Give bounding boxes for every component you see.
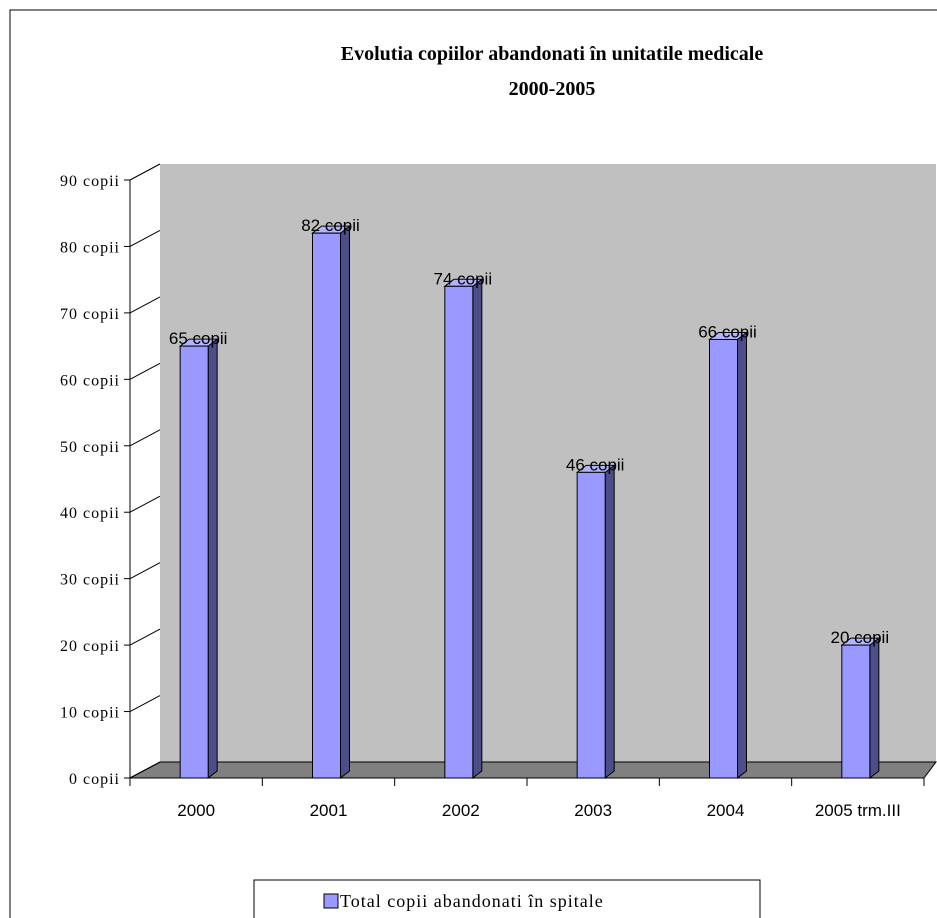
bar-side (869, 637, 880, 780)
data-label: 20 copii (831, 628, 890, 647)
y-tick-depth-line (129, 695, 161, 712)
y-tick-depth-line (129, 495, 161, 513)
floor (129, 761, 937, 779)
y-tick-depth-line (129, 230, 161, 247)
bar (444, 285, 474, 779)
y-tick-label: 70 copii (60, 306, 120, 323)
bar (709, 338, 738, 779)
data-label: 82 copii (301, 216, 360, 235)
y-tick-depth-line (129, 761, 161, 779)
y-tick-label: 80 copii (60, 239, 120, 256)
y-tick-label: 40 copii (60, 505, 120, 522)
bar (576, 471, 606, 779)
bar (179, 345, 209, 779)
y-tick-depth-line (129, 163, 161, 181)
y-tick-depth-line (129, 296, 161, 314)
bar-side (340, 225, 350, 780)
y-tick-depth-line (129, 562, 161, 580)
chart-subtitle: 2000-2005 (509, 78, 596, 100)
bar-side (604, 464, 615, 780)
data-label: 46 copii (566, 455, 625, 474)
y-tick-label: 10 copii (60, 705, 120, 722)
y-tick-label: 0 copii (69, 771, 120, 788)
bar-side (472, 278, 483, 780)
bar (312, 232, 341, 779)
x-tick-label: 2000 (177, 801, 215, 820)
x-tick-label: 2003 (574, 801, 612, 820)
x-tick-label: 2002 (442, 801, 480, 820)
y-tick-depth-line (129, 429, 161, 447)
legend: Total copii abandonati în spitale (253, 879, 761, 918)
bar-side (737, 331, 747, 780)
legend-swatch (323, 893, 339, 909)
y-tick-depth-line (129, 362, 161, 380)
data-label: 66 copii (698, 322, 757, 341)
bar-side (207, 338, 218, 780)
x-tick-label: 2001 (310, 801, 348, 820)
data-label: 74 copii (434, 269, 493, 288)
y-tick-label: 60 copii (60, 372, 120, 389)
back-wall (160, 164, 936, 762)
x-tick-label: 2004 (707, 801, 745, 820)
data-label: 65 copii (169, 329, 228, 348)
plot-area: 0 copii 10 copii 20 copii 30 copii 40 copii 5… (60, 163, 937, 820)
y-tick-depth-line (129, 628, 161, 646)
y-tick-label: 90 copii (60, 173, 120, 190)
y-tick-label: 50 copii (60, 439, 120, 456)
x-tick-label: 2005 trm.III (815, 801, 901, 820)
y-tick-label: 30 copii (60, 572, 120, 589)
legend-label: Total copii abandonati în spitale (340, 891, 604, 911)
y-tick-label: 20 copii (60, 638, 120, 655)
bar (841, 644, 871, 779)
chart-title: Evolutia copiilor abandonati în unitatil… (341, 43, 764, 65)
